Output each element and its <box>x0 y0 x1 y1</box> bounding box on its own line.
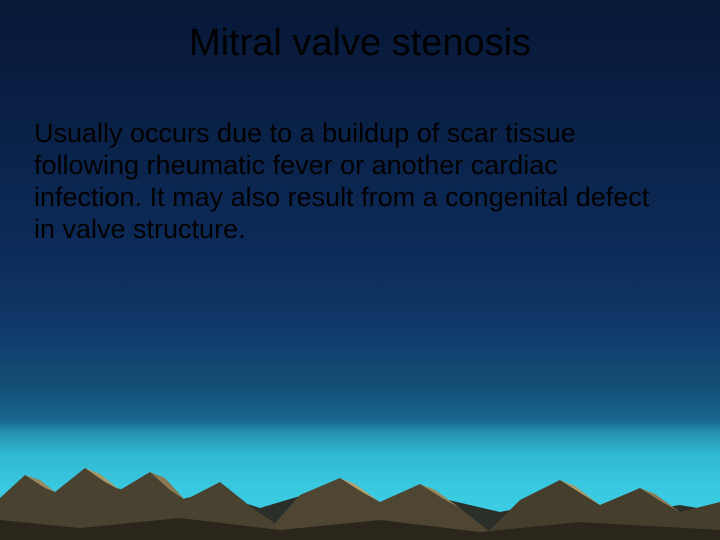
slide-body-text: Usually occurs due to a buildup of scar … <box>34 118 670 245</box>
slide: Mitral valve stenosis Usually occurs due… <box>0 0 720 540</box>
mountain-decoration <box>0 420 720 540</box>
slide-title: Mitral valve stenosis <box>0 22 720 65</box>
